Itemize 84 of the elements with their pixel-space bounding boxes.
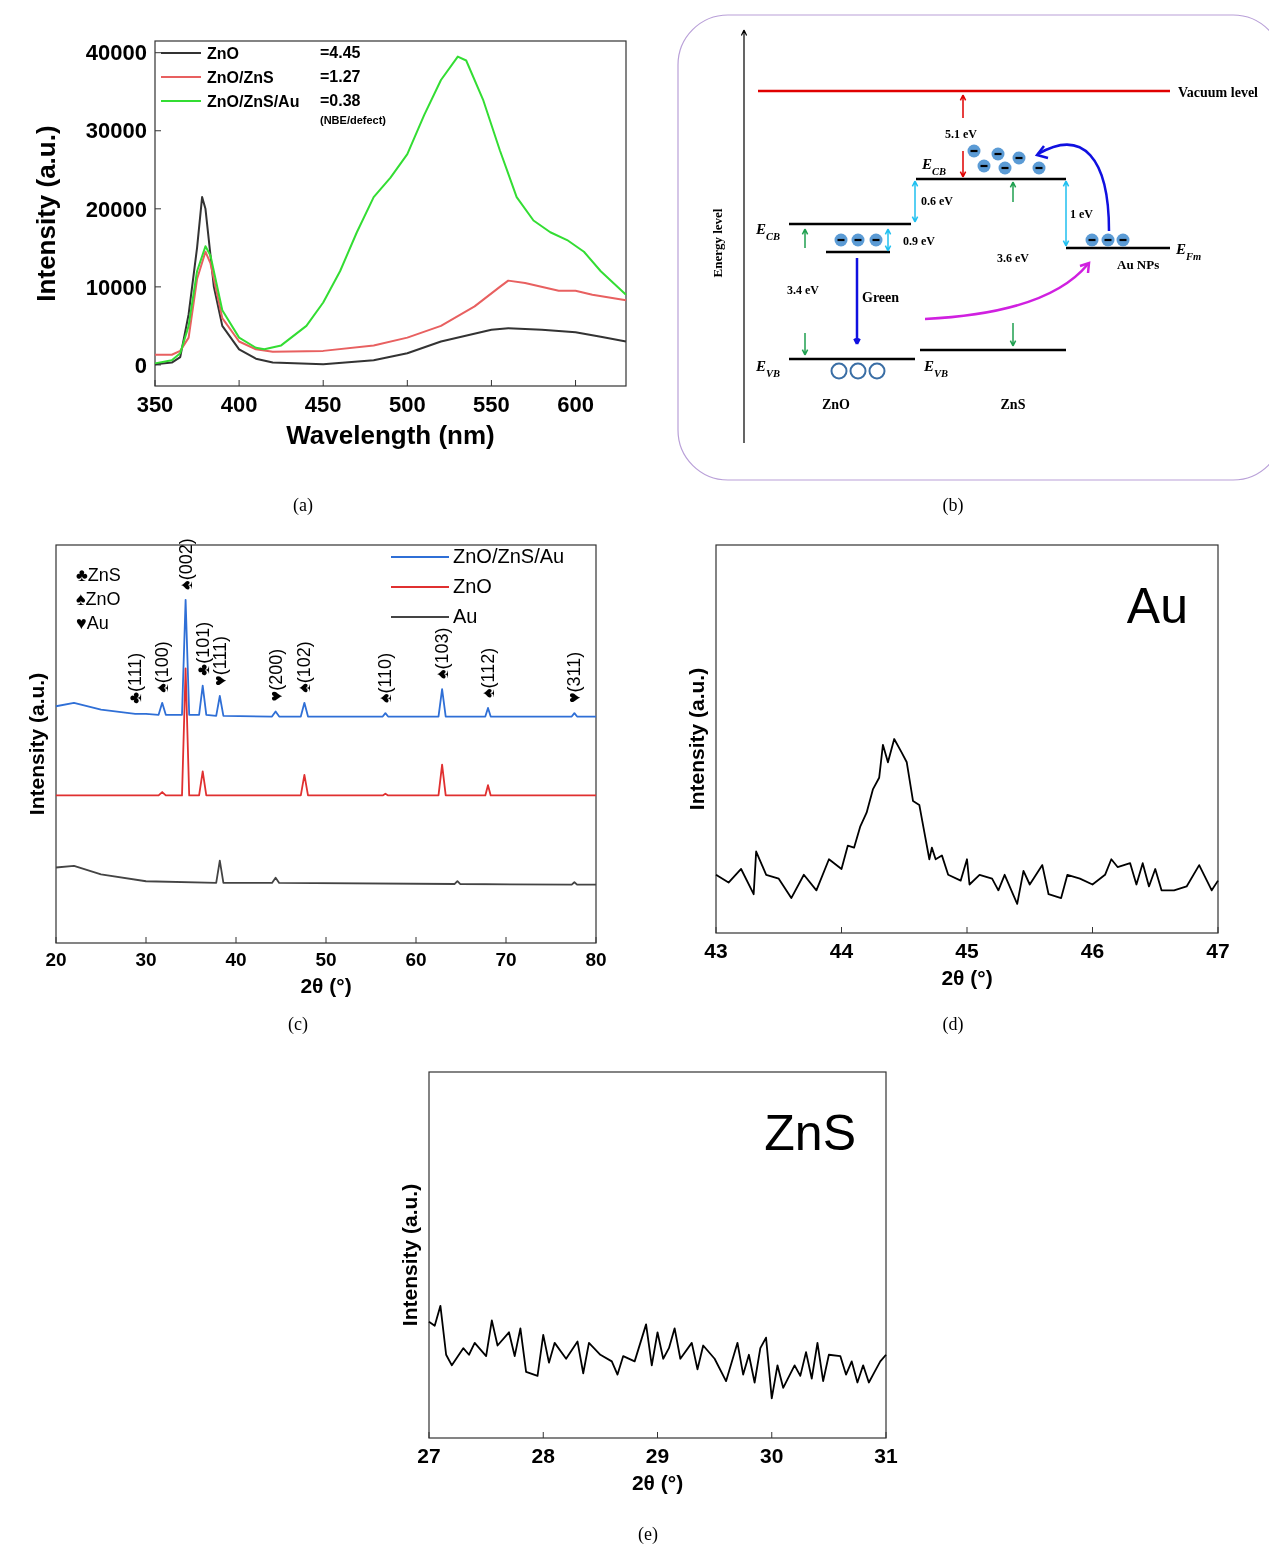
text: Vacuum level	[1178, 85, 1259, 100]
annotation: ♠(102)	[294, 641, 315, 693]
x-tick-label: 29	[645, 1444, 670, 1467]
text: ♣ZnS	[76, 565, 121, 585]
annotation: ♣(101)	[192, 621, 213, 676]
y-axis-title: Intensity (a.u.)	[398, 1183, 421, 1327]
x-tick-label: 30	[760, 1444, 784, 1467]
x-tick-label: 500	[388, 392, 426, 417]
legend-label: ZnO	[453, 575, 492, 597]
x-tick-label: 40	[225, 949, 247, 970]
annotation: ♠(110)	[375, 652, 396, 704]
y-axis-title: Intensity (a.u.)	[25, 672, 48, 816]
text: E$_{VB}$	[755, 358, 781, 379]
x-tick-label: 350	[136, 392, 174, 417]
text: 5.1 eV	[945, 127, 978, 141]
text: 1 eV	[1070, 207, 1094, 221]
text: 3.6 eV	[997, 251, 1030, 265]
x-axis-title: 2θ (°)	[300, 974, 352, 997]
x-axis-title: Wavelength (nm)	[286, 420, 495, 450]
annotation: ♥(311)	[564, 651, 585, 704]
text: (e)	[638, 1524, 658, 1545]
x-tick-label: 47	[1206, 939, 1230, 962]
legend-label: ZnO/ZnS	[207, 69, 274, 86]
legend-label: Au	[453, 605, 478, 627]
text: (c)	[288, 1014, 308, 1035]
x-axis-title: 2θ (°)	[941, 966, 993, 989]
text: 3.4 eV	[787, 283, 820, 297]
text: ZnS	[1000, 397, 1026, 412]
x-tick-label: 70	[495, 949, 517, 970]
text: Energy level	[710, 208, 725, 278]
x-tick-label: 44	[829, 939, 854, 962]
text: E$_{VB}$	[923, 358, 949, 379]
annotation: (NBE/defect)	[320, 114, 387, 126]
text: E$_{CB}$	[921, 156, 947, 177]
x-axis-title: 2θ (°)	[631, 1471, 684, 1494]
text: Au	[1126, 578, 1188, 634]
annotation: ♠(002)	[175, 538, 196, 590]
text: ZnO	[821, 397, 851, 412]
legend-label: ZnO/ZnS/Au	[453, 545, 565, 567]
x-tick-label: 550	[473, 392, 510, 417]
x-tick-label: 400	[220, 392, 258, 417]
annotation: ♣(111)	[125, 652, 146, 704]
x-tick-label: 27	[417, 1444, 441, 1467]
annotation: =0.38	[320, 92, 361, 109]
text: E$_{CB}$	[755, 221, 781, 242]
annotation: ♠(103)	[432, 627, 453, 680]
annotation: ♠(100)	[152, 641, 173, 693]
x-tick-label: 450	[304, 392, 342, 417]
legend-label: ZnO/ZnS/Au	[207, 93, 300, 110]
x-tick-label: 46	[1080, 939, 1105, 962]
annotation: ♥(200)	[265, 648, 286, 702]
text: (b)	[942, 495, 964, 516]
x-tick-label: 28	[531, 1444, 556, 1467]
x-tick-label: 20	[45, 949, 67, 970]
y-axis-title: Intensity (a.u.)	[31, 125, 61, 302]
annotation: ♥Au	[76, 613, 109, 633]
text: Au NPs	[1117, 257, 1160, 272]
text: 0.6 eV	[921, 194, 954, 208]
x-tick-label: 31	[874, 1444, 898, 1467]
x-tick-label: 43	[704, 939, 728, 962]
annotation: ♠ZnO	[76, 589, 121, 609]
x-tick-label: 45	[955, 939, 979, 962]
y-tick-label: 40000	[85, 40, 147, 66]
y-axis-title: Intensity (a.u.)	[685, 667, 708, 811]
text: E$_{Fm}$	[1175, 241, 1202, 262]
y-tick-label: 30000	[85, 118, 147, 144]
x-tick-label: 30	[135, 949, 157, 970]
y-tick-label: 20000	[85, 196, 147, 222]
text: ZnS	[764, 1105, 856, 1161]
legend-label: ZnO	[207, 45, 239, 62]
x-tick-label: 600	[557, 392, 594, 417]
y-tick-label: 0	[134, 352, 147, 378]
text: (d)	[942, 1014, 964, 1035]
y-tick-label: 10000	[85, 274, 147, 300]
x-tick-label: 60	[405, 949, 427, 970]
line-series	[154, 250, 627, 356]
annotation: =4.45	[320, 44, 361, 61]
annotation: =1.27	[320, 68, 361, 85]
annotation: ♠(112)	[478, 647, 498, 698]
x-tick-label: 50	[315, 949, 337, 970]
x-tick-label: 80	[585, 949, 607, 970]
text: Green	[862, 290, 900, 305]
text: (a)	[293, 495, 313, 516]
text: 0.9 eV	[903, 234, 936, 248]
